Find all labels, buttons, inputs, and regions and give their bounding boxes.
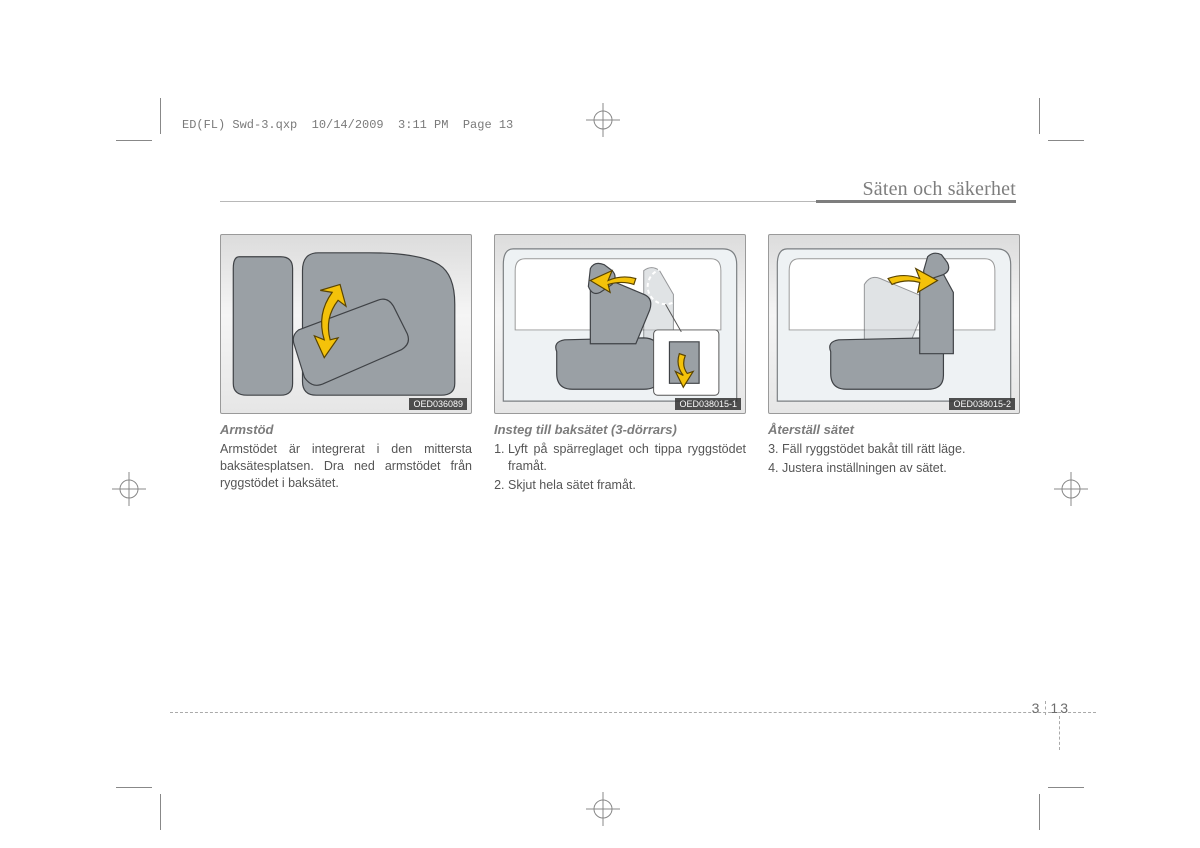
step-2: Skjut hela sätet framåt. — [508, 477, 746, 494]
crop-mark — [160, 794, 161, 830]
registration-mark-icon — [586, 792, 620, 826]
heading-armrest: Armstöd — [220, 422, 472, 437]
column-restore: OED038015-2 Återställ sätet Fäll ryggstö… — [768, 234, 1020, 496]
content-row: OED036089 Armstöd Armstödet är integrera… — [220, 234, 1020, 496]
column-armrest: OED036089 Armstöd Armstödet är integrera… — [220, 234, 472, 496]
figure-code: OED038015-1 — [675, 398, 741, 410]
figure-armrest: OED036089 — [220, 234, 472, 414]
page-in-chapter: 13 — [1050, 700, 1070, 716]
heading-restore: Återställ sätet — [768, 422, 1020, 437]
registration-mark-icon — [1054, 472, 1088, 506]
footer-rule — [170, 712, 1096, 713]
section-title: Säten och säkerhet — [862, 178, 1016, 201]
manual-page: ED(FL) Swd-3.qxp 10/14/2009 3:11 PM Page… — [0, 0, 1200, 848]
crop-mark — [160, 98, 161, 134]
step-3: Fäll ryggstödet bakåt till rätt läge. — [782, 441, 1020, 458]
crop-mark — [1039, 98, 1040, 134]
title-underline — [816, 200, 1016, 203]
step-1: Lyft på spärreglaget och tippa ryggstöde… — [508, 441, 746, 475]
crop-mark — [116, 787, 152, 788]
crop-mark — [1048, 140, 1084, 141]
chapter-number: 3 — [1032, 700, 1042, 716]
title-underline-light — [220, 201, 816, 202]
page-number: 3 13 — [1032, 700, 1070, 716]
crop-mark — [1048, 787, 1084, 788]
column-entry: OED038015-1 Insteg till baksätet (3-dörr… — [494, 234, 746, 496]
file-meta: ED(FL) Swd-3.qxp 10/14/2009 3:11 PM Page… — [182, 118, 513, 132]
registration-mark-icon — [586, 103, 620, 137]
figure-restore: OED038015-2 — [768, 234, 1020, 414]
footer-tick — [1059, 716, 1060, 750]
steps-restore: Fäll ryggstödet bakåt till rätt läge. Ju… — [768, 441, 1020, 477]
figure-code: OED036089 — [409, 398, 467, 410]
figure-entry: OED038015-1 — [494, 234, 746, 414]
crop-mark — [1039, 794, 1040, 830]
body-armrest: Armstödet är integrerat i den mittersta … — [220, 441, 472, 492]
crop-mark — [116, 140, 152, 141]
step-4: Justera inställningen av sätet. — [782, 460, 1020, 477]
registration-mark-icon — [112, 472, 146, 506]
figure-code: OED038015-2 — [949, 398, 1015, 410]
heading-entry: Insteg till baksätet (3-dörrars) — [494, 422, 746, 437]
steps-entry: Lyft på spärreglaget och tippa ryggstöde… — [494, 441, 746, 494]
